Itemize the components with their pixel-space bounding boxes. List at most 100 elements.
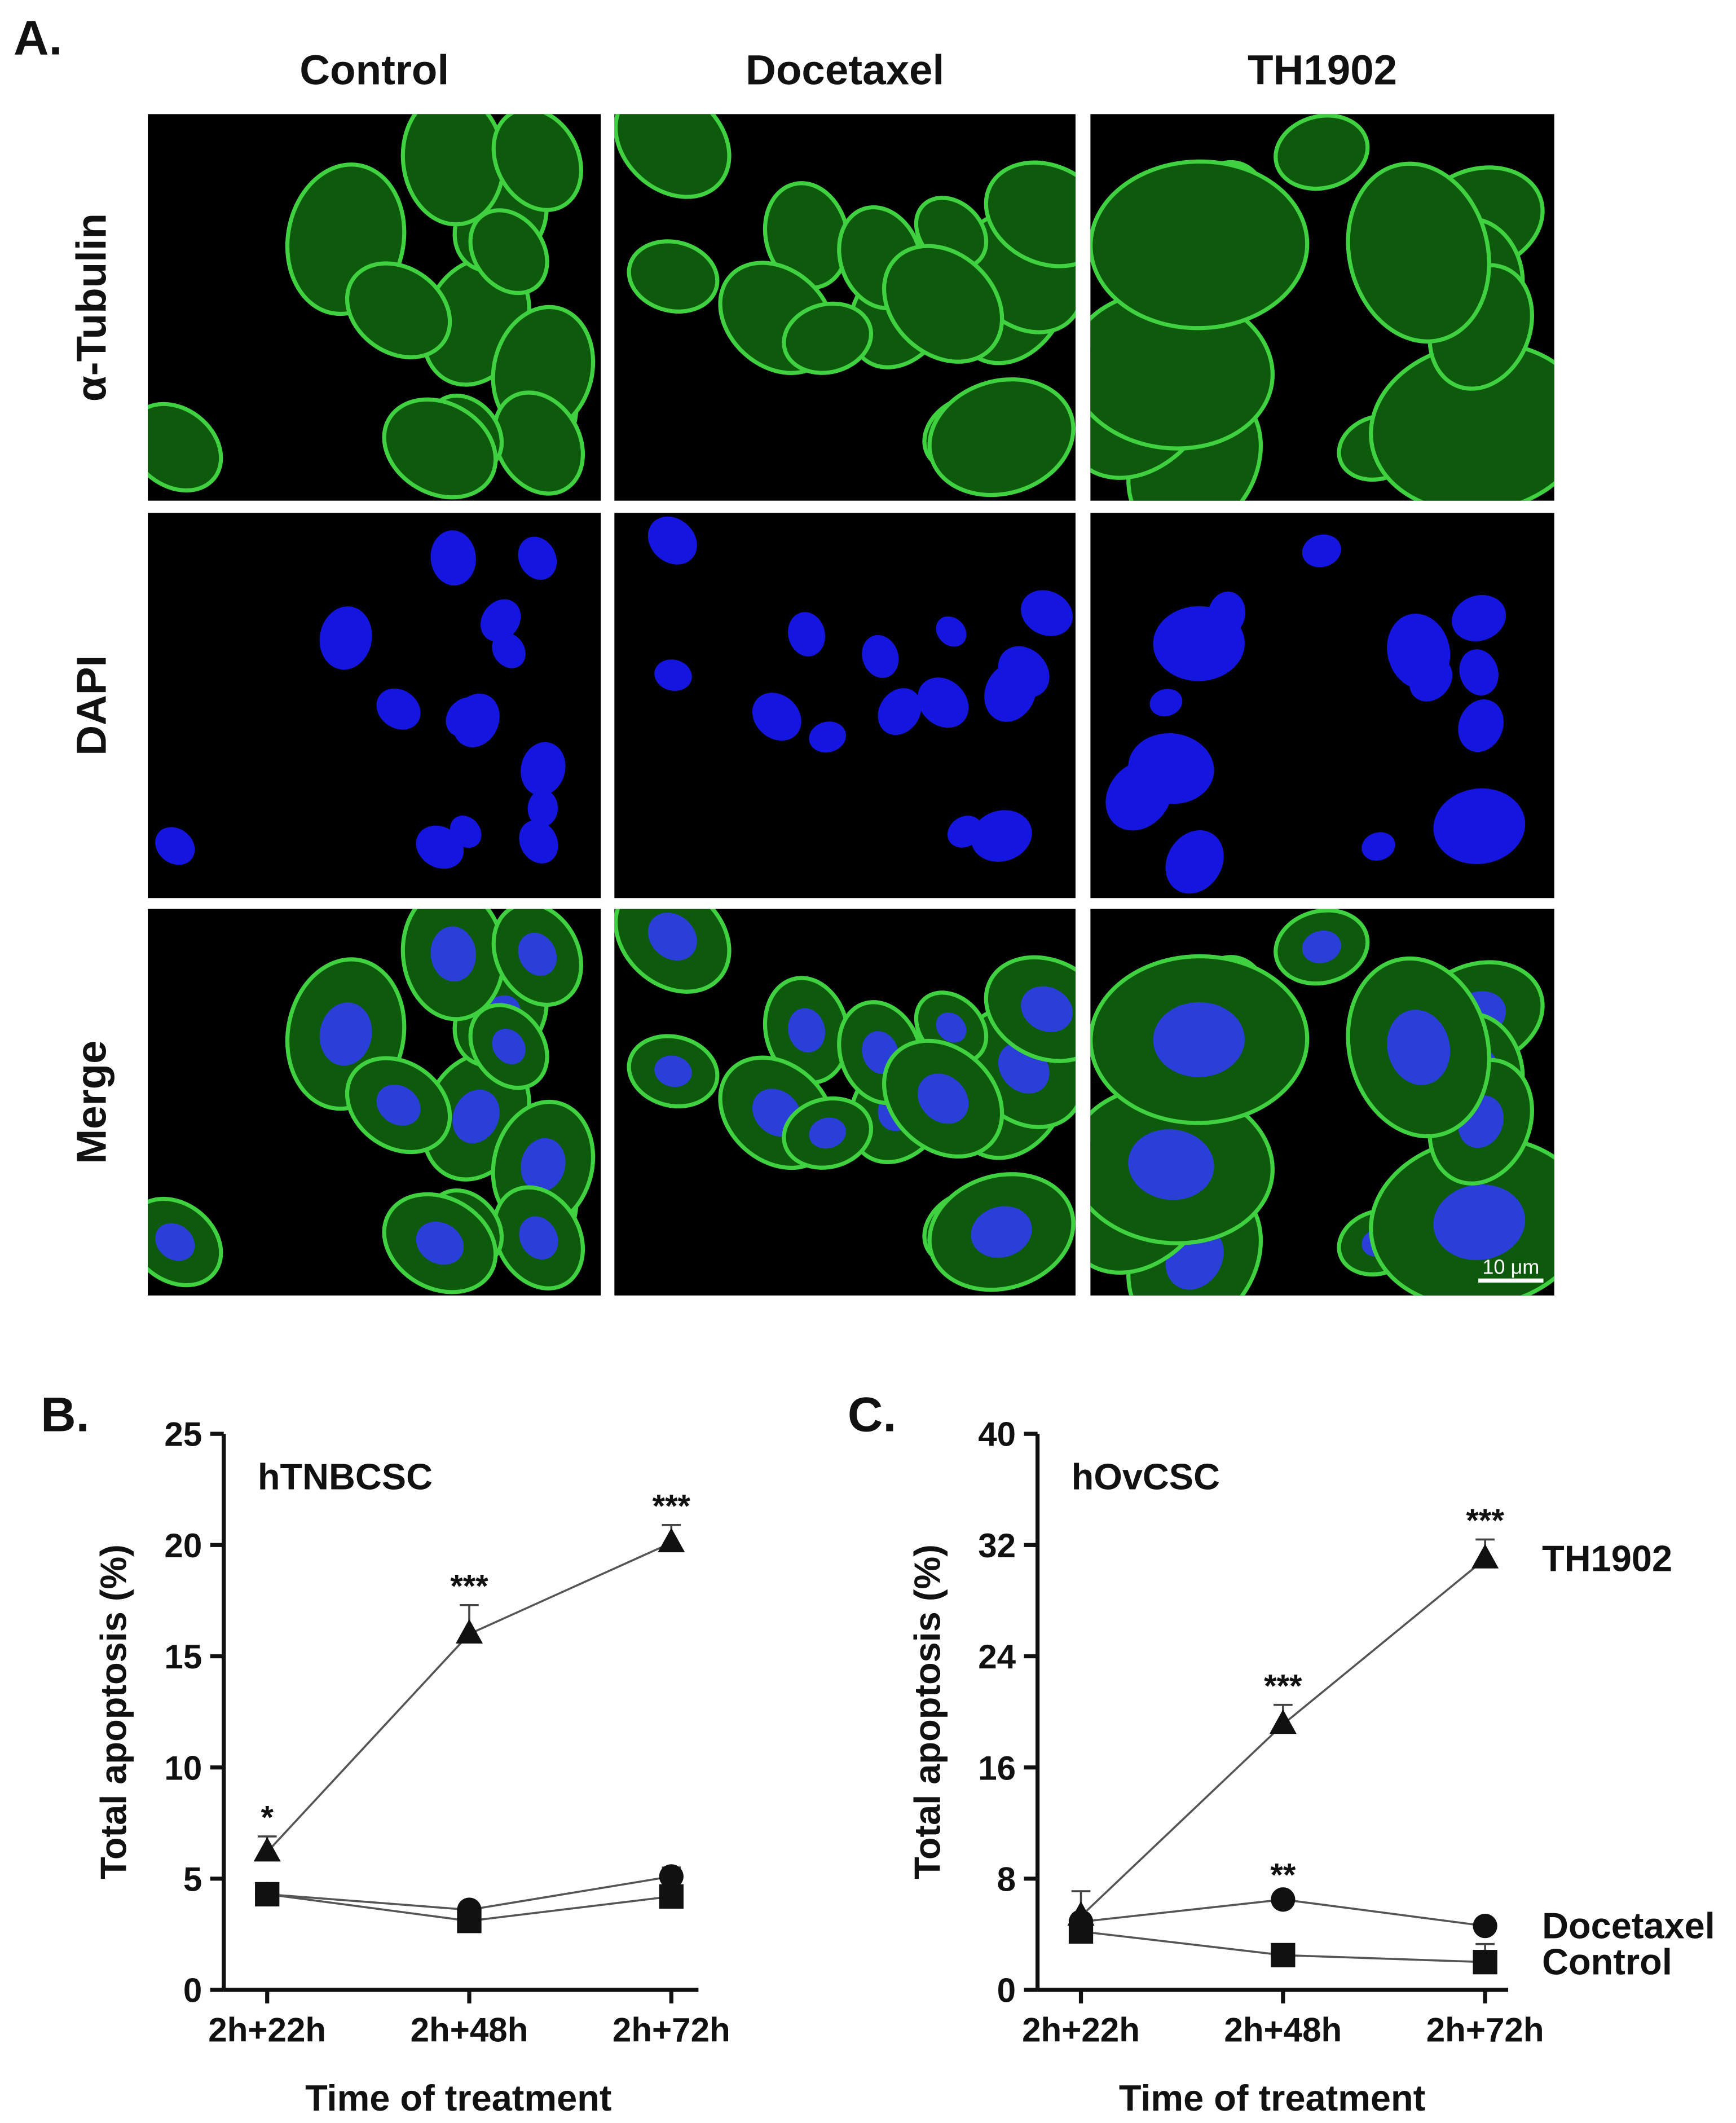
column-title: TH1902 <box>1248 46 1397 93</box>
significance: ** <box>1270 1857 1296 1893</box>
y-tick-label: 20 <box>164 1527 202 1565</box>
y-tick-label: 25 <box>164 1416 202 1453</box>
cell-nucleus <box>521 1138 566 1192</box>
significance: *** <box>450 1568 488 1604</box>
cell-nucleus <box>1433 788 1526 864</box>
cell-nucleus <box>788 1008 825 1052</box>
y-tick-label: 24 <box>978 1638 1016 1676</box>
cell-tubulin <box>882 244 1004 364</box>
cell-nucleus <box>519 820 558 864</box>
cell-nucleus <box>481 599 521 642</box>
marker <box>1473 1950 1497 1975</box>
marker <box>1473 1913 1497 1939</box>
cell-nucleus <box>917 1073 969 1124</box>
column-title: Control <box>299 46 449 93</box>
cell-nucleus <box>1387 1010 1451 1085</box>
cell-nucleus <box>492 632 526 668</box>
cell-nucleus <box>998 646 1050 698</box>
significance: *** <box>653 1488 691 1524</box>
y-tick-label: 8 <box>997 1860 1016 1898</box>
micrograph <box>148 513 601 898</box>
cell-nucleus <box>1128 1129 1214 1200</box>
cell-nucleus <box>1459 649 1499 695</box>
cell-nucleus <box>319 606 372 670</box>
cell-tubulin <box>148 402 223 493</box>
cell-nucleus <box>1302 534 1341 567</box>
cell-tubulin <box>491 114 583 212</box>
y-axis-title: Total apoptosis (%) <box>906 1544 948 1879</box>
cell-nucleus <box>1149 689 1183 717</box>
cell-tubulin <box>468 208 549 296</box>
cell-nucleus <box>1458 699 1504 752</box>
cells <box>614 114 1076 497</box>
x-tick-label: 2h+48h <box>1224 2011 1342 2049</box>
cell-tubulin <box>782 301 874 375</box>
panel-label: A. <box>14 11 63 65</box>
micrograph <box>148 909 601 1296</box>
y-tick-label: 15 <box>164 1638 202 1676</box>
cell-tubulin <box>927 377 1076 497</box>
cell-nucleus <box>416 1221 464 1265</box>
legend-label: TH1902 <box>1542 1538 1672 1579</box>
row-label: Merge <box>68 1040 115 1164</box>
cell-nucleus <box>416 825 464 869</box>
y-tick-label: 32 <box>978 1527 1016 1565</box>
legend-label: Control <box>1542 1941 1672 1982</box>
cell-tubulin <box>614 114 732 199</box>
cells <box>1105 534 1526 894</box>
x-tick-label: 2h+22h <box>1022 2011 1140 2049</box>
chart-subtitle: hOvCSC <box>1072 1456 1220 1497</box>
column-title: Docetaxel <box>746 46 944 93</box>
micrograph <box>1090 513 1554 898</box>
cell-nucleus <box>1362 832 1395 861</box>
cells <box>148 114 596 500</box>
marker <box>658 1527 685 1553</box>
marker <box>1271 1943 1296 1968</box>
micrograph <box>614 114 1076 501</box>
chart-subtitle: hTNBCSC <box>258 1456 433 1497</box>
micrograph <box>1090 114 1554 501</box>
row-label: DAPI <box>68 655 115 756</box>
cell-tubulin <box>627 239 720 314</box>
significance: *** <box>1264 1668 1302 1704</box>
cell-tubulin <box>984 160 1076 268</box>
y-axis-title: Total apoptosis (%) <box>93 1544 134 1879</box>
cell-nucleus <box>1153 606 1245 681</box>
cell-nucleus <box>936 616 967 647</box>
cell-nucleus <box>788 612 825 657</box>
significance: * <box>261 1799 274 1835</box>
marker <box>255 1882 280 1907</box>
cell-nucleus <box>452 1089 500 1143</box>
cell-nucleus <box>1452 594 1506 641</box>
cell-nucleus <box>971 810 1032 862</box>
y-tick-label: 5 <box>183 1860 202 1898</box>
cell-nucleus <box>1165 830 1224 894</box>
x-tick-label: 2h+22h <box>208 2011 326 2049</box>
cells <box>614 909 1076 1292</box>
cell-tubulin <box>345 261 452 359</box>
cell-nucleus <box>430 926 476 982</box>
cell-nucleus <box>878 688 922 735</box>
panel-label: B. <box>41 1388 90 1442</box>
marker <box>1271 1887 1296 1912</box>
x-tick-label: 2h+72h <box>1426 2011 1544 2049</box>
x-tick-label: 2h+72h <box>613 2011 730 2049</box>
micrograph <box>148 114 601 501</box>
cell-tubulin <box>382 397 498 500</box>
cell-nucleus <box>647 516 697 565</box>
cell-tubulin <box>492 390 585 496</box>
cell-tubulin <box>1274 114 1370 191</box>
cell-nucleus <box>862 635 899 678</box>
marker <box>253 1837 281 1862</box>
cell-tubulin <box>1346 161 1491 343</box>
panel-label: C. <box>848 1388 897 1442</box>
cell-nucleus <box>492 1028 526 1064</box>
y-tick-label: 0 <box>183 1972 202 2010</box>
marker <box>1269 1709 1297 1734</box>
cell-nucleus <box>809 721 846 753</box>
cell-nucleus <box>527 790 558 827</box>
cell-nucleus <box>376 1084 421 1126</box>
cell-nucleus <box>654 1055 692 1087</box>
x-axis-title: Time of treatment <box>305 2077 611 2118</box>
